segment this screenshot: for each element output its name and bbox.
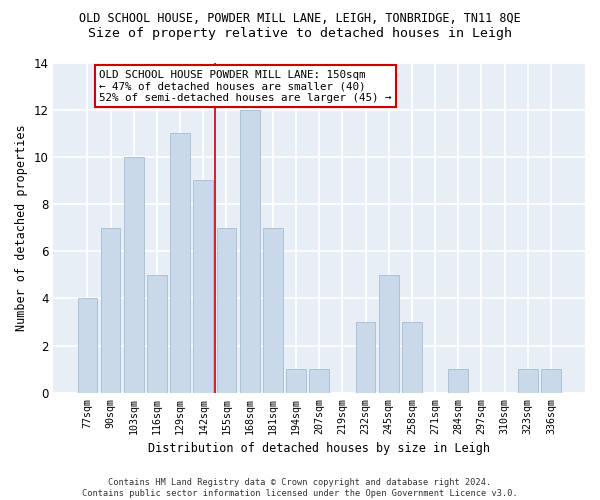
- Bar: [541, 369, 561, 393]
- Bar: [77, 298, 97, 393]
- Bar: [356, 322, 376, 393]
- Bar: [263, 228, 283, 393]
- Bar: [170, 134, 190, 393]
- Bar: [402, 322, 422, 393]
- Text: OLD SCHOOL HOUSE, POWDER MILL LANE, LEIGH, TONBRIDGE, TN11 8QE: OLD SCHOOL HOUSE, POWDER MILL LANE, LEIG…: [79, 12, 521, 26]
- Bar: [124, 157, 143, 393]
- Text: Size of property relative to detached houses in Leigh: Size of property relative to detached ho…: [88, 28, 512, 40]
- Bar: [101, 228, 121, 393]
- Bar: [448, 369, 468, 393]
- Bar: [147, 275, 167, 393]
- Text: Contains HM Land Registry data © Crown copyright and database right 2024.
Contai: Contains HM Land Registry data © Crown c…: [82, 478, 518, 498]
- Bar: [310, 369, 329, 393]
- Bar: [240, 110, 260, 393]
- Bar: [379, 275, 398, 393]
- Bar: [518, 369, 538, 393]
- Bar: [193, 180, 213, 393]
- X-axis label: Distribution of detached houses by size in Leigh: Distribution of detached houses by size …: [148, 442, 490, 455]
- Bar: [286, 369, 306, 393]
- Bar: [217, 228, 236, 393]
- Text: OLD SCHOOL HOUSE POWDER MILL LANE: 150sqm
← 47% of detached houses are smaller (: OLD SCHOOL HOUSE POWDER MILL LANE: 150sq…: [99, 70, 392, 103]
- Y-axis label: Number of detached properties: Number of detached properties: [15, 124, 28, 331]
